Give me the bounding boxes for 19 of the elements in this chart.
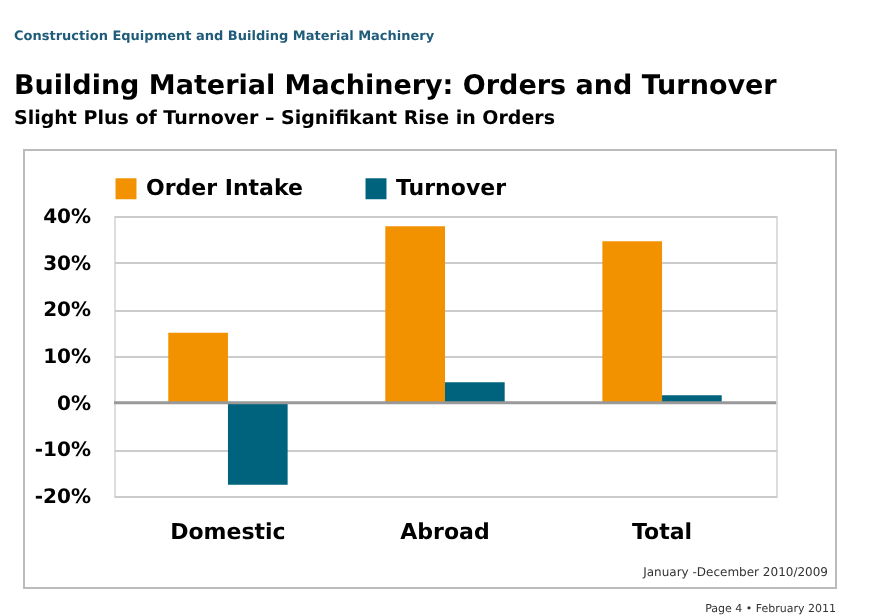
y-tick-label: -20% [34, 487, 91, 509]
bar [445, 382, 505, 403]
y-tick-label: 30% [43, 253, 91, 276]
bar [168, 332, 228, 403]
legend-label: Turnover [396, 174, 508, 201]
bar [385, 226, 445, 403]
y-tick-label: 10% [43, 347, 91, 369]
y-tick-label: 20% [43, 300, 91, 323]
chart-subtitle: Slight Plus of Turnover – Signifikant Rise in Orders [14, 108, 556, 130]
bar [227, 402, 288, 485]
bar [602, 241, 663, 403]
chart-title: Building Material Machinery: Orders and Turnover [14, 70, 778, 102]
x-tick-label: Domestic [170, 519, 286, 545]
y-tick-label: -10% [34, 440, 91, 463]
x-tick-label: Abroad [400, 519, 490, 545]
y-tick-label: 40% [43, 207, 91, 229]
y-tick-label: 0% [57, 393, 91, 416]
legend-label: Order Intake [146, 174, 303, 201]
x-tick-label: Total [631, 519, 693, 545]
